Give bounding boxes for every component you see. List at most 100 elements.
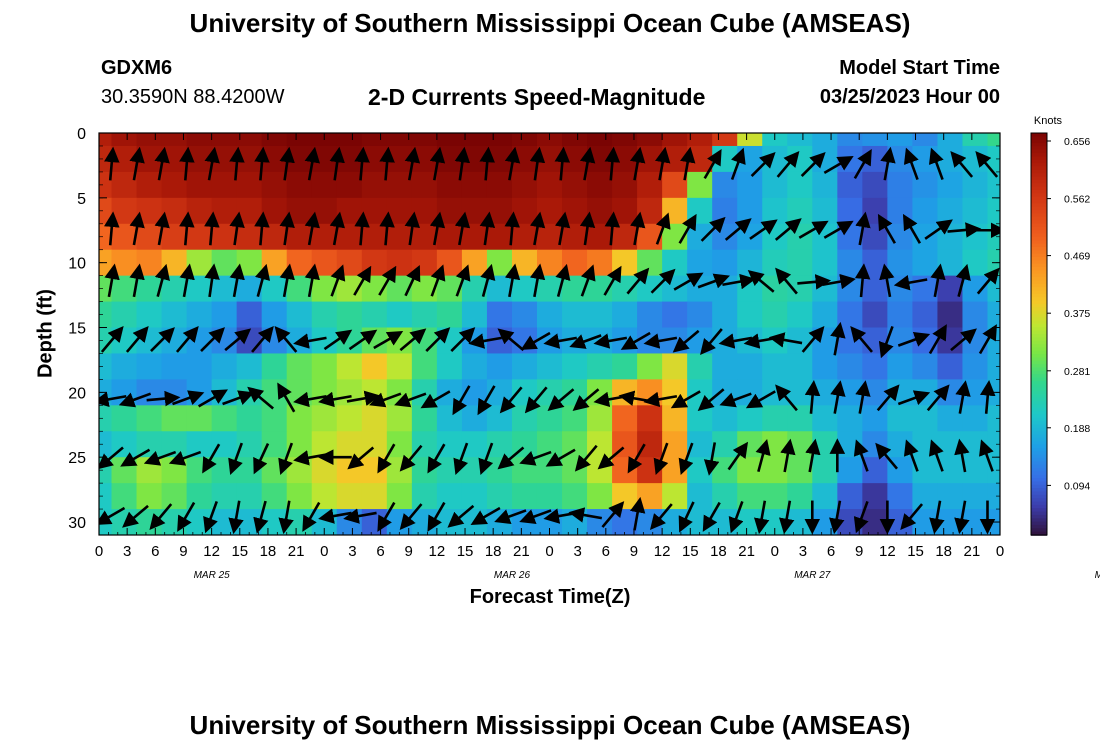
heatmap-cell [637,249,663,277]
colorbar-segment [1031,370,1047,375]
heatmap-cell [887,249,914,277]
colorbar-segment [1031,136,1047,141]
heatmap-cell [161,483,188,510]
heatmap-cell [962,509,989,535]
x-tick-label: 3 [799,543,807,560]
heatmap-cell [637,483,663,510]
heatmap-cell [962,327,989,355]
heatmap-cell [762,249,788,277]
heatmap-cell [411,483,438,510]
heatmap-cell [386,483,413,510]
heatmap-cell [161,327,188,355]
model-start-label: Model Start Time [839,57,1000,79]
heatmap-cell [411,327,438,355]
heatmap-cell [937,145,964,173]
heatmap-cell [261,405,288,432]
heatmap-cell [461,133,488,147]
heatmap-cell [136,171,163,199]
colorbar-segment [1031,186,1047,191]
current-vector-arrow [499,386,523,414]
colorbar-segment [1031,337,1047,342]
heatmap-cell [987,405,1000,432]
current-vector-arrow [750,152,776,177]
x-tick-label: 18 [710,543,727,560]
current-vector-arrow [875,442,899,470]
heatmap-cell [587,405,613,432]
heatmap-cell [637,301,663,329]
colorbar-segment [1031,250,1047,255]
heatmap-cell [486,133,513,147]
heatmap-cell [662,145,688,173]
x-tick-label: 15 [907,543,924,560]
colorbar-segment [1031,471,1047,476]
x-tick-label: 12 [429,543,446,560]
colorbar-segment [1031,380,1047,386]
heatmap-cell [712,249,738,277]
heatmap-cell [637,509,663,535]
x-tick-label: 6 [602,543,610,560]
heatmap-cell [812,431,838,458]
heatmap-cell [662,457,688,484]
current-vector-arrow [279,211,295,246]
current-vector-arrow [775,384,798,412]
current-vector-arrow [255,263,271,297]
current-vector-arrow [800,152,826,177]
heatmap-cell [637,457,663,484]
current-vector-arrow [903,147,919,180]
heatmap-cell [912,405,939,432]
heatmap-cell [562,171,588,199]
colorbar-segment [1031,374,1047,379]
current-vector-arrow [678,442,694,475]
heatmap-cell [111,327,138,355]
heatmap-cell [637,275,663,303]
heatmap-cell [887,405,914,432]
colorbar-segment [1031,183,1047,188]
heatmap-cell [862,223,888,251]
heatmap-cell [461,171,488,199]
date-label: MAR 26 [494,570,531,581]
colorbar-segment [1031,166,1047,171]
current-vector-arrow [318,391,352,408]
current-vector-arrow [354,211,370,246]
heatmap-cell [311,301,338,329]
heatmap-cell [962,483,989,510]
heatmap-cell [361,249,388,277]
heatmap-cell [662,171,688,199]
heatmap-cell [236,223,263,251]
colorbar-segment [1031,334,1047,339]
x-tick-label: 12 [654,543,671,560]
current-vector-arrow [947,222,982,238]
colorbar-segment [1031,149,1047,154]
current-vector-arrow [253,443,270,475]
heatmap-cell [136,133,163,147]
heatmap-cell [111,223,138,251]
current-vector-arrow [604,146,621,181]
current-vector-arrow [177,501,196,532]
colorbar-segment [1031,290,1047,295]
current-vector-arrow [928,147,944,180]
heatmap-cell [311,483,338,510]
heatmap-cell [511,197,538,225]
colorbar-segment [1031,159,1047,164]
current-vector-arrow [955,380,971,414]
current-vector-arrow [179,263,195,298]
current-vector-arrow [247,386,275,410]
colorbar-segment [1031,387,1047,392]
colorbar-segment [1031,330,1047,335]
colorbar-segment [1031,176,1047,181]
current-vector-arrow [146,390,181,407]
heatmap-cell [486,197,513,225]
heatmap-cell [662,405,688,432]
current-vector-arrow [774,218,802,241]
current-vector-arrow [149,503,173,531]
current-vector-arrow [727,441,749,471]
heatmap-cell [361,301,388,329]
current-vector-arrow [447,504,475,528]
colorbar-segment [1031,404,1047,409]
x-tick-label: 12 [203,543,220,560]
chart-title: University of Southern Mississippi Ocean… [189,8,911,38]
heatmap-cell [962,275,989,303]
colorbar-segment [1031,347,1047,352]
current-vector-arrow [655,212,671,245]
current-vector-arrow [878,325,894,359]
